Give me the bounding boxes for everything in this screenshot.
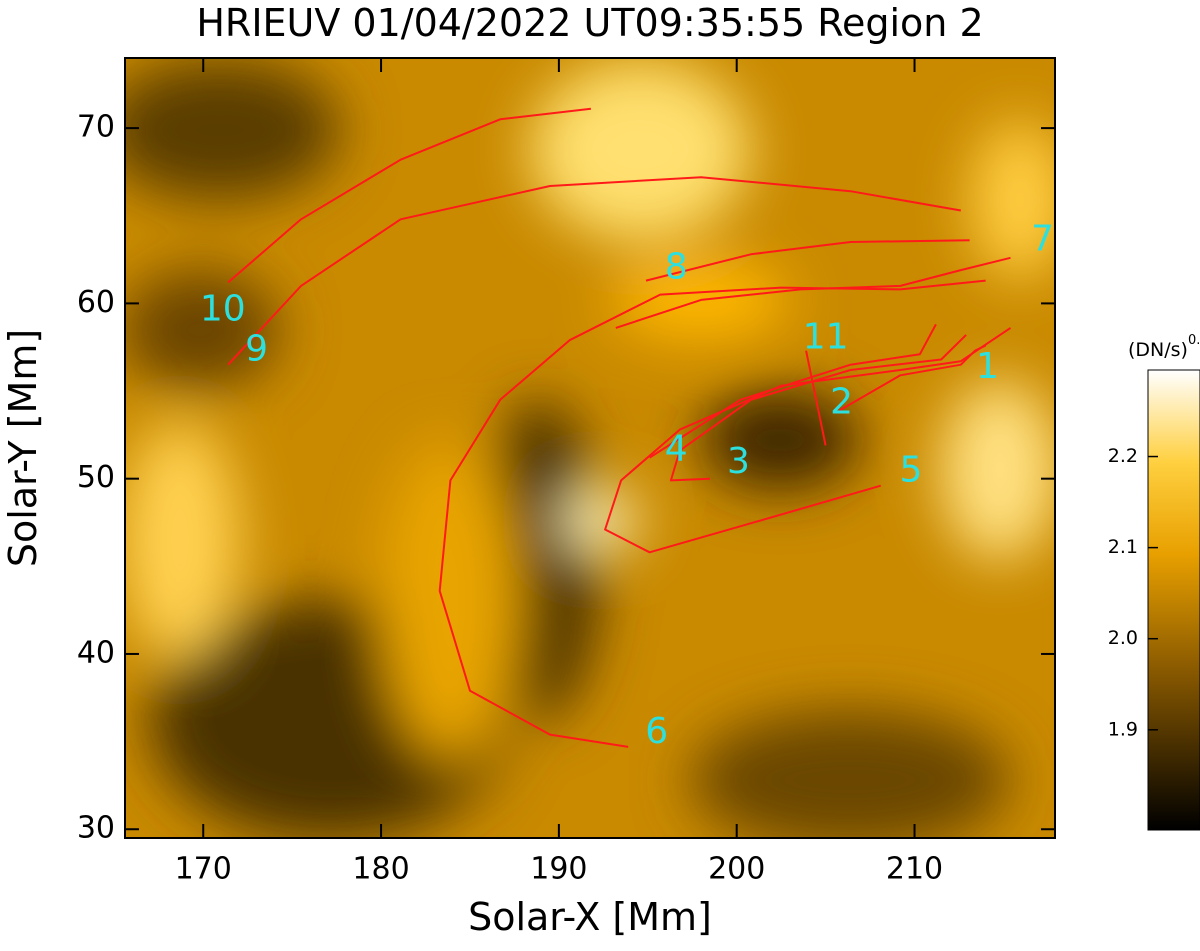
y-axis-label: Solar-Y [Mm]	[1, 329, 45, 567]
loop-trace	[649, 323, 937, 459]
loop-trace	[438, 279, 986, 748]
colorbar-tick-label: 2.1	[1108, 536, 1138, 558]
x-tick-label: 190	[530, 852, 587, 887]
loop-label: 11	[803, 316, 849, 357]
plot-frame	[124, 57, 1056, 839]
y-tick-label: 40	[77, 635, 115, 670]
loop-label: 10	[200, 288, 246, 329]
colorbar-exponent: 0.1	[1188, 333, 1200, 348]
loop-label: 4	[665, 429, 688, 470]
loop-trace	[604, 327, 1012, 554]
loop-trace	[227, 107, 592, 284]
y-tick-label: 30	[77, 811, 115, 846]
y-tick-label: 50	[77, 460, 115, 495]
colorbar-label: (DN/s)0.1	[1128, 333, 1200, 361]
colorbar-tick-label: 2.2	[1108, 445, 1138, 467]
loop-label: 3	[727, 441, 750, 482]
loop-label: 9	[245, 329, 268, 370]
loop-trace	[227, 176, 961, 366]
colorbar-unit: (DN/s)	[1128, 339, 1188, 361]
loop-label: 5	[900, 450, 923, 491]
loop-trace	[839, 344, 987, 412]
x-tick-label: 170	[175, 852, 232, 887]
x-axis-label: Solar-X [Mm]	[468, 895, 712, 939]
loop-label: 2	[830, 381, 853, 422]
x-tick-label: 200	[708, 852, 765, 887]
loop-trace	[669, 334, 967, 482]
loop-label: 1	[976, 346, 999, 387]
loop-trace	[645, 239, 970, 282]
x-tick-label: 210	[886, 852, 943, 887]
loop-label: 8	[665, 246, 688, 287]
loop-trace	[805, 350, 827, 446]
colorbar	[1147, 369, 1200, 831]
loop-label: 7	[1031, 218, 1054, 259]
solar-image	[125, 58, 1055, 838]
x-tick-label: 180	[352, 852, 409, 887]
y-tick-label: 70	[77, 110, 115, 145]
y-tick-label: 60	[77, 285, 115, 320]
colorbar-tick-label: 1.9	[1108, 718, 1138, 740]
colorbar-tick-label: 2.0	[1108, 627, 1138, 649]
loop-label: 6	[645, 711, 668, 752]
loops	[227, 107, 1012, 748]
chart-title: HRIEUV 01/04/2022 UT09:35:55 Region 2	[196, 1, 983, 45]
